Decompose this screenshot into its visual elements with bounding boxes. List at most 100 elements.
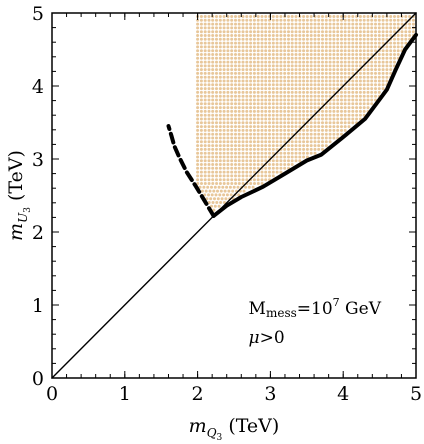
scatter-point bbox=[385, 22, 389, 26]
scatter-point bbox=[268, 174, 271, 178]
scatter-point bbox=[377, 37, 381, 41]
scatter-point bbox=[393, 49, 396, 53]
scatter-point bbox=[343, 68, 347, 72]
scatter-point bbox=[237, 87, 241, 91]
scatter-point bbox=[321, 75, 324, 79]
scatter-point bbox=[245, 113, 249, 117]
scatter-point bbox=[313, 79, 317, 83]
scatter-point bbox=[199, 79, 203, 83]
scatter-point bbox=[317, 60, 321, 64]
scatter-points bbox=[196, 15, 415, 212]
scatter-point bbox=[279, 56, 283, 60]
scatter-point bbox=[283, 87, 287, 91]
scatter-point bbox=[370, 102, 374, 106]
scatter-point bbox=[362, 49, 366, 53]
scatter-point bbox=[271, 75, 275, 79]
scatter-point bbox=[313, 18, 317, 22]
scatter-point bbox=[294, 117, 298, 121]
scatter-point bbox=[203, 53, 207, 56]
scatter-point bbox=[203, 18, 207, 22]
scatter-point bbox=[264, 79, 268, 83]
scatter-point bbox=[305, 147, 309, 151]
scatter-point bbox=[347, 64, 351, 68]
scatter-point bbox=[196, 128, 200, 132]
scatter-point bbox=[321, 94, 324, 98]
scatter-point bbox=[218, 87, 222, 91]
scatter-point bbox=[249, 182, 253, 185]
scatter-point bbox=[249, 106, 253, 110]
scatter-point bbox=[332, 83, 336, 87]
scatter-point bbox=[249, 87, 253, 91]
scatter-point bbox=[381, 30, 385, 34]
scatter-point bbox=[332, 34, 336, 37]
scatter-point bbox=[366, 94, 370, 98]
scatter-point bbox=[370, 49, 374, 53]
scatter-point bbox=[355, 79, 359, 83]
scatter-point bbox=[222, 193, 226, 197]
scatter-point bbox=[196, 41, 200, 45]
scatter-point bbox=[252, 37, 256, 41]
scatter-point bbox=[294, 106, 298, 110]
scatter-point bbox=[247, 185, 251, 189]
scatter-point bbox=[237, 178, 241, 182]
scatter-point bbox=[256, 182, 260, 185]
scatter-point bbox=[385, 30, 389, 34]
scatter-point bbox=[203, 45, 207, 49]
scatter-point bbox=[230, 163, 234, 166]
scatter-point bbox=[234, 94, 237, 98]
scatter-point bbox=[241, 90, 245, 94]
scatter-point bbox=[347, 102, 351, 106]
x-axis-label: mQ3 (TeV) bbox=[189, 415, 280, 443]
scatter-point bbox=[260, 26, 264, 30]
scatter-point bbox=[294, 71, 298, 75]
scatter-point bbox=[347, 18, 351, 22]
scatter-point bbox=[393, 30, 396, 34]
scatter-point bbox=[215, 121, 218, 125]
scatter-point bbox=[362, 102, 366, 106]
scatter-point bbox=[226, 90, 230, 94]
scatter-point bbox=[203, 49, 207, 53]
scatter-point bbox=[230, 79, 234, 83]
scatter-point bbox=[324, 15, 328, 18]
scatter-point bbox=[222, 71, 226, 75]
scatter-point bbox=[340, 71, 343, 75]
scatter-point bbox=[260, 60, 264, 64]
scatter-point bbox=[226, 71, 230, 75]
scatter-point bbox=[252, 60, 256, 64]
scatter-point bbox=[249, 98, 253, 102]
scatter-point bbox=[381, 56, 385, 60]
scatter-point bbox=[302, 18, 306, 22]
scatter-point bbox=[283, 94, 287, 98]
scatter-point bbox=[351, 113, 355, 117]
scatter-point bbox=[358, 15, 362, 18]
scatter-point bbox=[389, 45, 393, 49]
scatter-point bbox=[207, 144, 211, 148]
scatter-point bbox=[302, 71, 306, 75]
scatter-point bbox=[366, 98, 370, 102]
scatter-point bbox=[294, 79, 298, 83]
scatter-point bbox=[287, 83, 290, 87]
scatter-point bbox=[211, 147, 215, 151]
scatter-point bbox=[207, 109, 211, 113]
scatter-point bbox=[393, 60, 396, 64]
scatter-point bbox=[283, 132, 287, 136]
scatter-point bbox=[218, 170, 222, 174]
scatter-point bbox=[305, 117, 309, 121]
scatter-point bbox=[256, 22, 260, 26]
scatter-point bbox=[328, 49, 332, 53]
scatter-point bbox=[222, 41, 226, 45]
scatter-point bbox=[237, 125, 241, 129]
scatter-point bbox=[275, 53, 279, 56]
scatter-point bbox=[234, 37, 237, 41]
scatter-point bbox=[249, 15, 253, 18]
scatter-point bbox=[309, 45, 313, 49]
scatter-point bbox=[283, 22, 287, 26]
scatter-point bbox=[225, 193, 229, 197]
scatter-point bbox=[396, 18, 400, 22]
scatter-point bbox=[234, 18, 237, 22]
scatter-point bbox=[396, 49, 400, 53]
scatter-point bbox=[199, 37, 203, 41]
x-tick-label: 4 bbox=[337, 383, 349, 405]
scatter-point bbox=[252, 144, 256, 148]
scatter-point bbox=[287, 132, 290, 136]
